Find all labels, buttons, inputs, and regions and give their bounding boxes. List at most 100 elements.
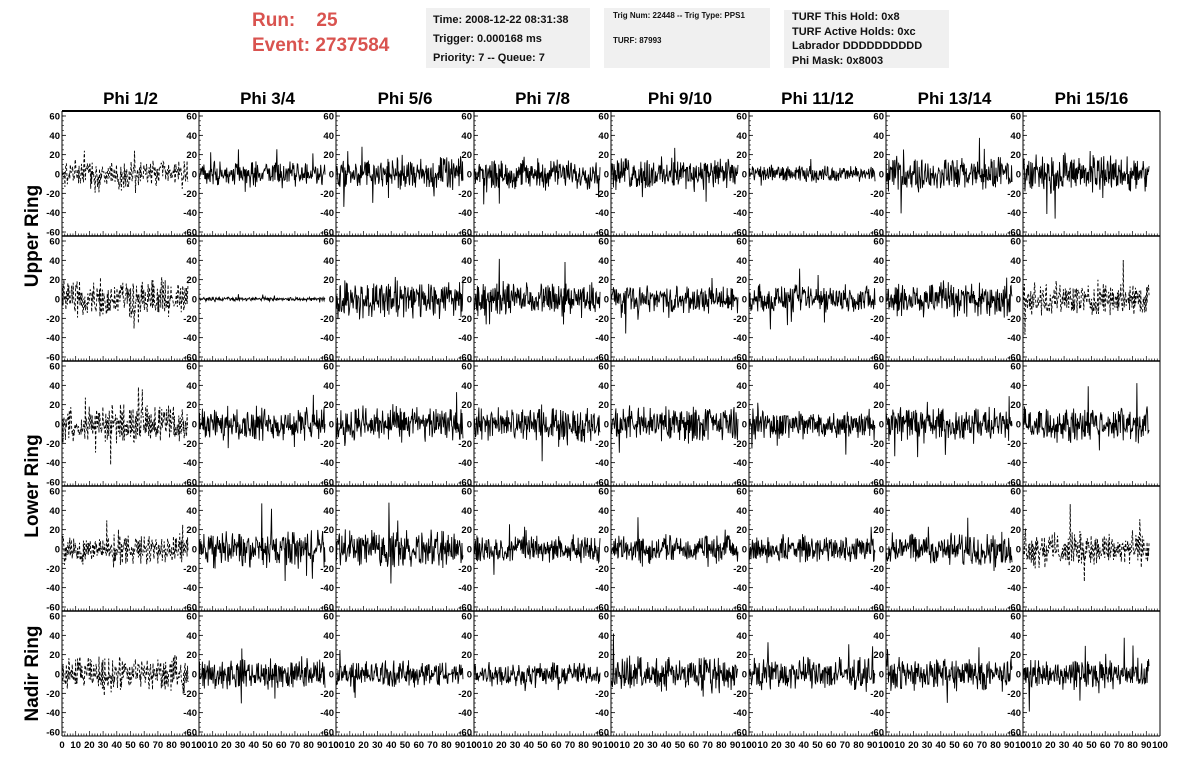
x-tick-label: 50 (262, 740, 273, 751)
x-tick-label: 80 (716, 740, 727, 751)
y-tick-label: 0 (1016, 545, 1021, 556)
y-tick-label: 40 (1010, 381, 1021, 392)
waveform-trace (473, 404, 601, 462)
y-tick-label: -40 (458, 458, 472, 469)
y-tick-label: -40 (1007, 708, 1021, 719)
y-tick-label: 0 (467, 420, 472, 431)
waveform-trace (473, 661, 601, 692)
turf-hold-info-box: TURF This Hold: 0x8 TURF Active Holds: 0… (784, 10, 949, 68)
y-tick-label: -40 (595, 708, 609, 719)
y-tick-label: 40 (873, 381, 884, 392)
trigger-text: Trigger: 0.000168 ms (433, 33, 542, 45)
y-tick-label: 60 (461, 612, 472, 623)
waveform-trace (885, 647, 1013, 703)
y-tick-label: -40 (183, 333, 197, 344)
waveform-trace (198, 648, 326, 704)
y-tick-label: 60 (461, 237, 472, 248)
y-tick-label: 0 (879, 420, 884, 431)
y-tick-label: -20 (595, 439, 609, 450)
y-tick-label: 60 (736, 362, 747, 373)
y-tick-label: 40 (323, 131, 334, 142)
column-header: Phi 1/2 (103, 89, 158, 108)
ring-label: Upper Ring (22, 185, 43, 287)
y-tick-label: 60 (736, 237, 747, 248)
y-tick-label: -60 (320, 228, 334, 239)
y-tick-label: -60 (458, 228, 472, 239)
y-tick-label: 60 (598, 237, 609, 248)
y-tick-label: 40 (49, 131, 60, 142)
y-tick-label: -60 (46, 603, 60, 614)
y-tick-label: -60 (870, 728, 884, 739)
waveform-trace (610, 405, 739, 453)
y-tick-label: -20 (458, 314, 472, 325)
time-text: Time: 2008-12-22 08:31:38 (433, 14, 569, 26)
y-tick-label: -40 (458, 583, 472, 594)
y-tick-label: -20 (870, 689, 884, 700)
waveform-trace (1022, 151, 1150, 219)
y-tick-label: -40 (320, 583, 334, 594)
x-tick-label: 20 (908, 740, 919, 751)
y-tick-label: -20 (320, 689, 334, 700)
waveform-trace (335, 650, 464, 698)
y-tick-label: 0 (879, 295, 884, 306)
y-tick-label: -40 (870, 458, 884, 469)
y-tick-label: -20 (183, 564, 197, 575)
y-tick-label: 20 (1010, 650, 1021, 661)
y-tick-label: 60 (598, 112, 609, 123)
x-tick-label: 50 (675, 740, 686, 751)
turf-active-text: TURF Active Holds: 0xc (792, 25, 916, 38)
y-tick-label: -60 (595, 603, 609, 614)
y-tick-label: -40 (870, 333, 884, 344)
y-tick-label: -40 (183, 208, 197, 219)
y-tick-label: 40 (323, 256, 334, 267)
y-tick-label: -40 (595, 583, 609, 594)
y-tick-label: 40 (461, 256, 472, 267)
y-tick-label: 20 (736, 650, 747, 661)
y-tick-label: -20 (1007, 439, 1021, 450)
column-header: Phi 11/12 (781, 89, 854, 108)
x-tick-label: 60 (551, 740, 562, 751)
y-tick-label: 40 (49, 256, 60, 267)
y-tick-label: 40 (736, 506, 747, 517)
y-tick-label: -60 (320, 478, 334, 489)
column-header: Phi 9/10 (648, 89, 712, 108)
y-tick-label: -60 (870, 228, 884, 239)
y-tick-label: 40 (736, 381, 747, 392)
column-header: Phi 15/16 (1055, 89, 1129, 108)
y-tick-label: 0 (467, 670, 472, 681)
y-tick-label: 0 (329, 545, 334, 556)
y-tick-label: -60 (870, 353, 884, 364)
x-tick-label: 90 (592, 740, 603, 751)
y-tick-label: 40 (461, 381, 472, 392)
x-tick-label: 0 (196, 740, 201, 751)
y-tick-label: 60 (186, 487, 197, 498)
x-tick-label: 80 (578, 740, 589, 751)
x-tick-label: 70 (1114, 740, 1125, 751)
y-tick-label: -20 (595, 689, 609, 700)
y-tick-label: 60 (1010, 487, 1021, 498)
y-tick-label: 20 (461, 150, 472, 161)
y-tick-label: 20 (186, 150, 197, 161)
y-tick-label: -40 (733, 708, 747, 719)
y-tick-label: 60 (1010, 112, 1021, 123)
y-tick-label: 40 (1010, 631, 1021, 642)
x-tick-label: 50 (125, 740, 136, 751)
x-tick-label: 30 (510, 740, 521, 751)
y-tick-label: -60 (458, 728, 472, 739)
labrador-text: Labrador DDDDDDDDDD (792, 40, 923, 52)
y-tick-label: -20 (595, 314, 609, 325)
x-tick-label: 0 (333, 740, 338, 751)
y-tick-label: -60 (46, 353, 60, 364)
y-tick-label: 0 (55, 420, 60, 431)
y-tick-label: 0 (604, 545, 609, 556)
y-tick-label: -60 (1007, 603, 1021, 614)
y-tick-label: -40 (1007, 583, 1021, 594)
y-tick-label: 60 (323, 487, 334, 498)
waveform-trace (610, 277, 739, 334)
x-tick-label: 40 (1073, 740, 1084, 751)
y-tick-label: -20 (183, 439, 197, 450)
y-tick-label: -40 (320, 208, 334, 219)
y-tick-label: -20 (1007, 564, 1021, 575)
y-tick-label: -60 (870, 478, 884, 489)
priority-text: Priority: 7 -- Queue: 7 (433, 52, 545, 64)
